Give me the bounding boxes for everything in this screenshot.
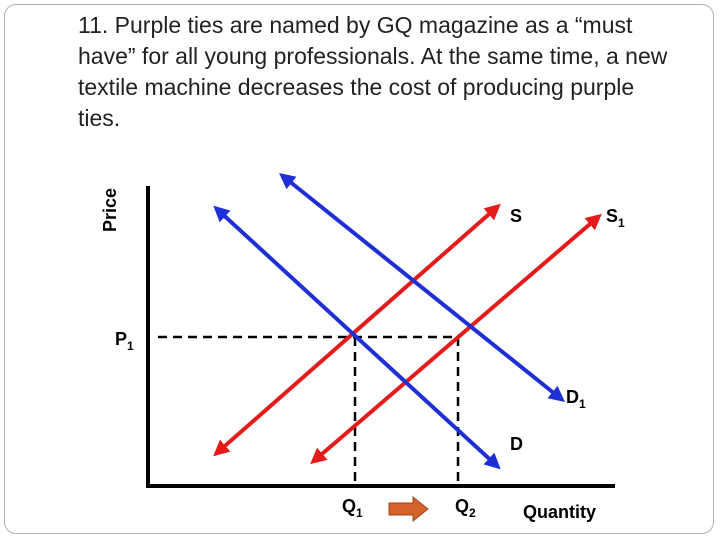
demand-label-d: D — [510, 434, 523, 454]
slide-title: 11. Purple ties are named by GQ magazine… — [78, 12, 668, 131]
supply-label-s1: S1 — [606, 206, 625, 230]
quantity-label-q1: Q1 — [342, 496, 363, 520]
price-label-p1: P1 — [115, 329, 134, 353]
supply-label-s: S — [510, 206, 522, 226]
demand-curve-d1 — [279, 172, 565, 403]
supply-curve-s — [213, 203, 501, 457]
demand-curve-d — [213, 205, 501, 470]
y-axis-label: Price — [100, 188, 120, 232]
shift-arrow-icon — [388, 495, 429, 523]
quantity-label-q2: Q2 — [455, 496, 476, 520]
demand-label-d1: D1 — [566, 387, 586, 411]
x-axis-label: Quantity — [523, 502, 596, 522]
slide-frame — [4, 4, 714, 534]
